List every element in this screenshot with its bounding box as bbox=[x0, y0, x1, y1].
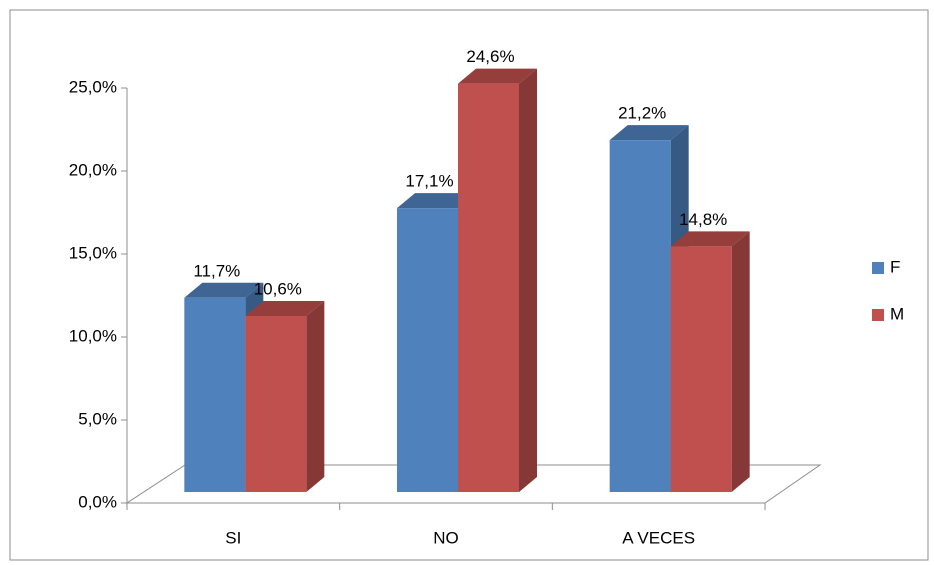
y-tick-label: 15,0% bbox=[69, 243, 117, 262]
value-label: 21,2% bbox=[618, 104, 666, 123]
value-label: 10,6% bbox=[254, 280, 302, 299]
y-tick-label: 25,0% bbox=[69, 77, 117, 96]
value-label: 14,8% bbox=[679, 210, 727, 229]
bar-front bbox=[184, 297, 246, 492]
y-tick-label: 0,0% bbox=[78, 492, 117, 511]
x-tick-label: SI bbox=[225, 528, 241, 547]
bar-top bbox=[245, 301, 325, 317]
value-label: 11,7% bbox=[193, 261, 240, 280]
bar-side bbox=[306, 301, 325, 492]
bar-top bbox=[458, 68, 537, 84]
bar-top bbox=[670, 231, 750, 247]
value-label: 17,1% bbox=[405, 172, 453, 191]
bar-front bbox=[670, 246, 732, 492]
bar-front bbox=[245, 316, 307, 492]
y-tick-label: 10,0% bbox=[69, 326, 117, 345]
x-tick-label: A VECES bbox=[622, 528, 695, 547]
bar bbox=[670, 231, 750, 492]
bar-top bbox=[609, 125, 689, 141]
bar bbox=[245, 301, 325, 492]
bar-top bbox=[397, 193, 476, 209]
y-tick-label: 20,0% bbox=[69, 160, 117, 179]
legend-swatch bbox=[872, 309, 884, 321]
bar-front bbox=[609, 140, 671, 492]
legend-label: M bbox=[890, 304, 904, 323]
y-tick-label: 5,0% bbox=[78, 409, 117, 428]
bar-side bbox=[731, 231, 750, 492]
legend-label: F bbox=[890, 257, 900, 276]
bar-front bbox=[397, 208, 458, 492]
value-label: 24,6% bbox=[466, 47, 514, 66]
x-tick-label: NO bbox=[433, 528, 459, 547]
bar-front bbox=[458, 83, 519, 492]
bar bbox=[458, 68, 537, 492]
bar-top bbox=[184, 282, 264, 298]
legend-swatch bbox=[872, 262, 884, 274]
bar-side bbox=[519, 68, 537, 492]
